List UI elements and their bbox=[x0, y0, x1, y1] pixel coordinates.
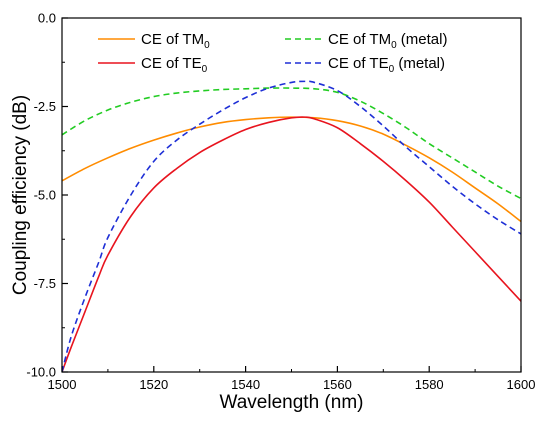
x-tick-label: 1500 bbox=[48, 377, 77, 392]
series-line-2 bbox=[62, 116, 521, 372]
legend-label: CE of TE0 (metal) bbox=[328, 55, 445, 75]
legend: CE of TM0 CE of TE0 CE of TM0 (metal) CE of… bbox=[98, 31, 447, 75]
y-tick-label: -10.0 bbox=[26, 365, 56, 380]
x-tick-label: 1520 bbox=[139, 377, 168, 392]
plot-content bbox=[62, 80, 521, 372]
x-tick-label: 1580 bbox=[415, 377, 444, 392]
x-tick-label: 1540 bbox=[231, 377, 260, 392]
x-axis-title: Wavelength (nm) bbox=[220, 392, 364, 413]
legend-item-3: CE of TM0 (metal) bbox=[285, 31, 447, 51]
x-tick-label: 1600 bbox=[507, 377, 536, 392]
y-tick-label: -5.0 bbox=[34, 188, 56, 203]
y-tick-label: -2.5 bbox=[34, 99, 56, 114]
series-line-4 bbox=[62, 80, 521, 372]
legend-label: CE of TM0 bbox=[141, 31, 210, 51]
series-line-3 bbox=[62, 87, 521, 200]
legend-label: CE of TM0 (metal) bbox=[328, 31, 447, 51]
legend-item-2: CE of TE0 bbox=[98, 55, 208, 75]
series-line-1 bbox=[62, 116, 521, 223]
x-tick-label: 1560 bbox=[323, 377, 352, 392]
y-axis-title: Coupling efficiency (dB) bbox=[10, 95, 31, 295]
legend-item-1: CE of TM0 bbox=[98, 31, 210, 51]
y-tick-label: -7.5 bbox=[34, 276, 56, 291]
legend-label: CE of TE0 bbox=[141, 55, 208, 75]
y-tick-label: 0.0 bbox=[38, 11, 56, 26]
y-axis: 0.0 -2.5 -5.0 -7.5 -10.0 bbox=[26, 11, 68, 380]
legend-item-4: CE of TE0 (metal) bbox=[285, 55, 445, 75]
x-axis: 1500 1520 1540 1560 1580 1600 bbox=[48, 366, 536, 392]
